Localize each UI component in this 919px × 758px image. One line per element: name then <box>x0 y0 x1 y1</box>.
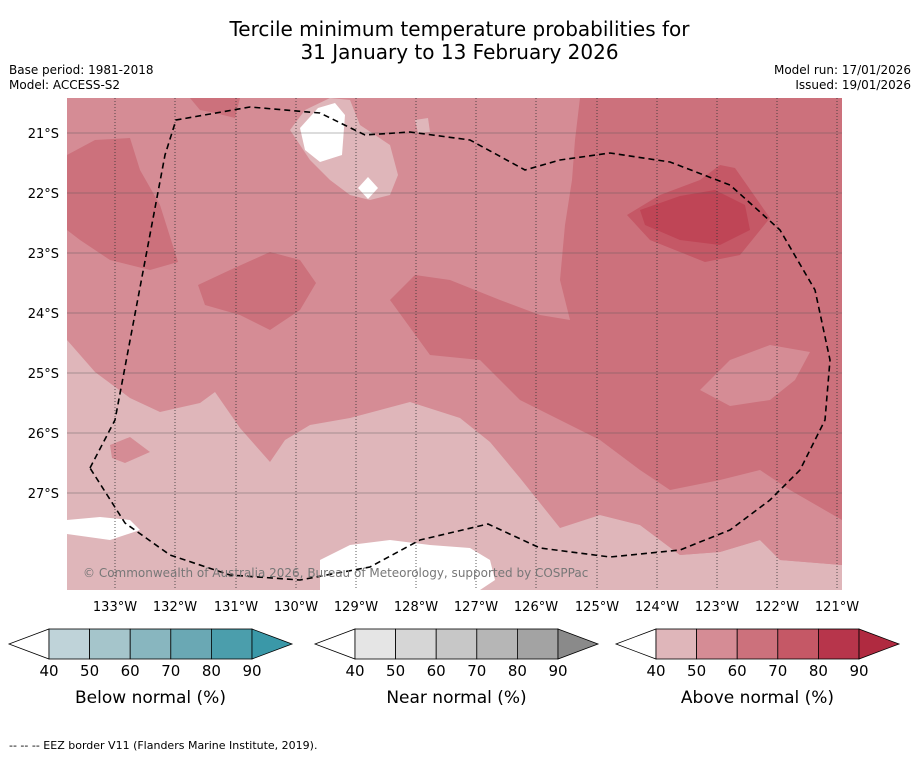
lon-label: 121°W <box>815 600 859 615</box>
colorbar-tick-label: 40 <box>39 662 58 680</box>
colorbar-segment <box>354 628 396 660</box>
lon-label: 126°W <box>514 600 558 615</box>
lat-label: 23°S <box>28 247 59 262</box>
lat-label: 27°S <box>28 487 59 502</box>
colorbar-segment <box>655 628 697 660</box>
band-40-50-south <box>67 340 842 590</box>
colorbar-segment <box>395 628 437 660</box>
colorbar-segment <box>435 628 478 660</box>
band-below-40-southwest <box>67 517 140 540</box>
colorbar-below-normal: 40 50 60 70 80 90 Below normal (%) <box>7 628 294 708</box>
colorbar-tick-label: 60 <box>121 662 140 680</box>
colorbar-segment <box>89 628 131 660</box>
colorbar-segment <box>516 628 559 660</box>
colorbar-upper-extension <box>858 628 901 660</box>
colorbar-tick-label: 80 <box>508 662 527 680</box>
band-below-40-diamond <box>358 177 378 199</box>
lon-label: 128°W <box>394 600 438 615</box>
lon-label: 124°W <box>635 600 679 615</box>
lon-label: 130°W <box>274 600 318 615</box>
colorbar-tick-label: 90 <box>849 662 868 680</box>
colorbar-tick-label: 50 <box>386 662 405 680</box>
grid-lines <box>67 132 842 494</box>
colorbar-segment <box>476 628 518 660</box>
model-name: Model: ACCESS-S2 <box>9 78 121 92</box>
grid-lines-vertical <box>114 98 838 590</box>
title-line-1: Tercile minimum temperature probabilitie… <box>229 17 690 41</box>
model-run: Model run: 17/01/2026 <box>773 63 911 77</box>
colorbar-lower-extension <box>313 628 356 660</box>
base-period: Base period: 1981-2018 <box>9 63 154 77</box>
colorbar-tick-label: 70 <box>467 662 486 680</box>
colorbar-tick-label: 70 <box>768 662 787 680</box>
colorbar-tick-label: 90 <box>548 662 567 680</box>
colorbar-segment <box>48 628 90 660</box>
band-50-60-east-hole <box>700 345 810 406</box>
colorbar-segment <box>129 628 172 660</box>
band-40-50-spot <box>415 118 430 133</box>
lat-label: 25°S <box>28 367 59 382</box>
lon-label: 122°W <box>755 600 799 615</box>
colorbar-upper-extension <box>251 628 294 660</box>
lon-label: 127°W <box>454 600 498 615</box>
band-50-60-southeast <box>600 470 842 565</box>
colorbar-above-normal: 40 50 60 70 80 90 Above normal (%) <box>614 628 901 708</box>
colorbar-lower-extension <box>614 628 657 660</box>
colorbar-tick-label: 60 <box>427 662 446 680</box>
lon-label: 125°W <box>575 600 619 615</box>
lon-label: 131°W <box>214 600 258 615</box>
meta-right: Model run: 17/01/2026 Issued: 19/01/2026 <box>774 63 911 93</box>
lat-label: 24°S <box>28 307 59 322</box>
colorbar-tick-label: 90 <box>242 662 261 680</box>
issued-date: Issued: 19/01/2026 <box>795 78 911 92</box>
colorbar-title: Above normal (%) <box>681 688 834 708</box>
band-below-40-north <box>300 103 345 162</box>
meta-left: Base period: 1981-2018 Model: ACCESS-S2 <box>9 63 154 93</box>
colorbar-segment <box>817 628 860 660</box>
colorbar-segment <box>210 628 253 660</box>
band-80-90-core <box>640 190 750 245</box>
lat-axis: 21°S 22°S 23°S 24°S 25°S 26°S 27°S <box>28 127 59 502</box>
colorbar-near-normal: 40 50 60 70 80 90 Near normal (%) <box>313 628 600 708</box>
colorbar-segment <box>696 628 738 660</box>
colorbar-segment <box>736 628 779 660</box>
colorbar-tick-label: 70 <box>161 662 180 680</box>
colorbar-tick-label: 50 <box>687 662 706 680</box>
lon-label: 132°W <box>153 600 197 615</box>
colorbar-tick-label: 60 <box>728 662 747 680</box>
band-60-70-center-west <box>198 252 316 330</box>
colorbar-title: Near normal (%) <box>386 688 526 708</box>
lon-axis: 133°W 132°W 131°W 130°W 129°W 128°W 127°… <box>93 600 859 615</box>
lon-label: 129°W <box>334 600 378 615</box>
colorbar-upper-extension <box>557 628 600 660</box>
map-title: Tercile minimum temperature probabilitie… <box>0 18 919 64</box>
band-50-60-southwest-patch <box>110 437 150 463</box>
colorbar-tick-label: 80 <box>202 662 221 680</box>
colorbar-lower-extension <box>7 628 50 660</box>
lat-label: 26°S <box>28 427 59 442</box>
lon-label: 133°W <box>93 600 137 615</box>
copyright-notice: © Commonwealth of Australia 2026, Bureau… <box>83 566 588 580</box>
lon-label: 123°W <box>695 600 739 615</box>
title-line-2: 31 January to 13 February 2026 <box>300 40 619 64</box>
colorbar-title: Below normal (%) <box>75 688 226 708</box>
colorbar-tick-label: 40 <box>345 662 364 680</box>
colorbar-tick-label: 40 <box>646 662 665 680</box>
eez-footnote: -- -- -- EEZ border V11 (Flanders Marine… <box>9 739 318 752</box>
lat-label: 21°S <box>28 127 59 142</box>
colorbar-segment <box>170 628 212 660</box>
probability-map: © Commonwealth of Australia 2026, Bureau… <box>67 98 842 590</box>
band-60-70-north <box>190 98 240 118</box>
band-below-40-south <box>320 540 495 590</box>
colorbar-tick-label: 80 <box>809 662 828 680</box>
lat-label: 22°S <box>28 187 59 202</box>
colorbar-tick-label: 50 <box>80 662 99 680</box>
eez-border <box>89 106 831 581</box>
colorbar-segment <box>777 628 819 660</box>
